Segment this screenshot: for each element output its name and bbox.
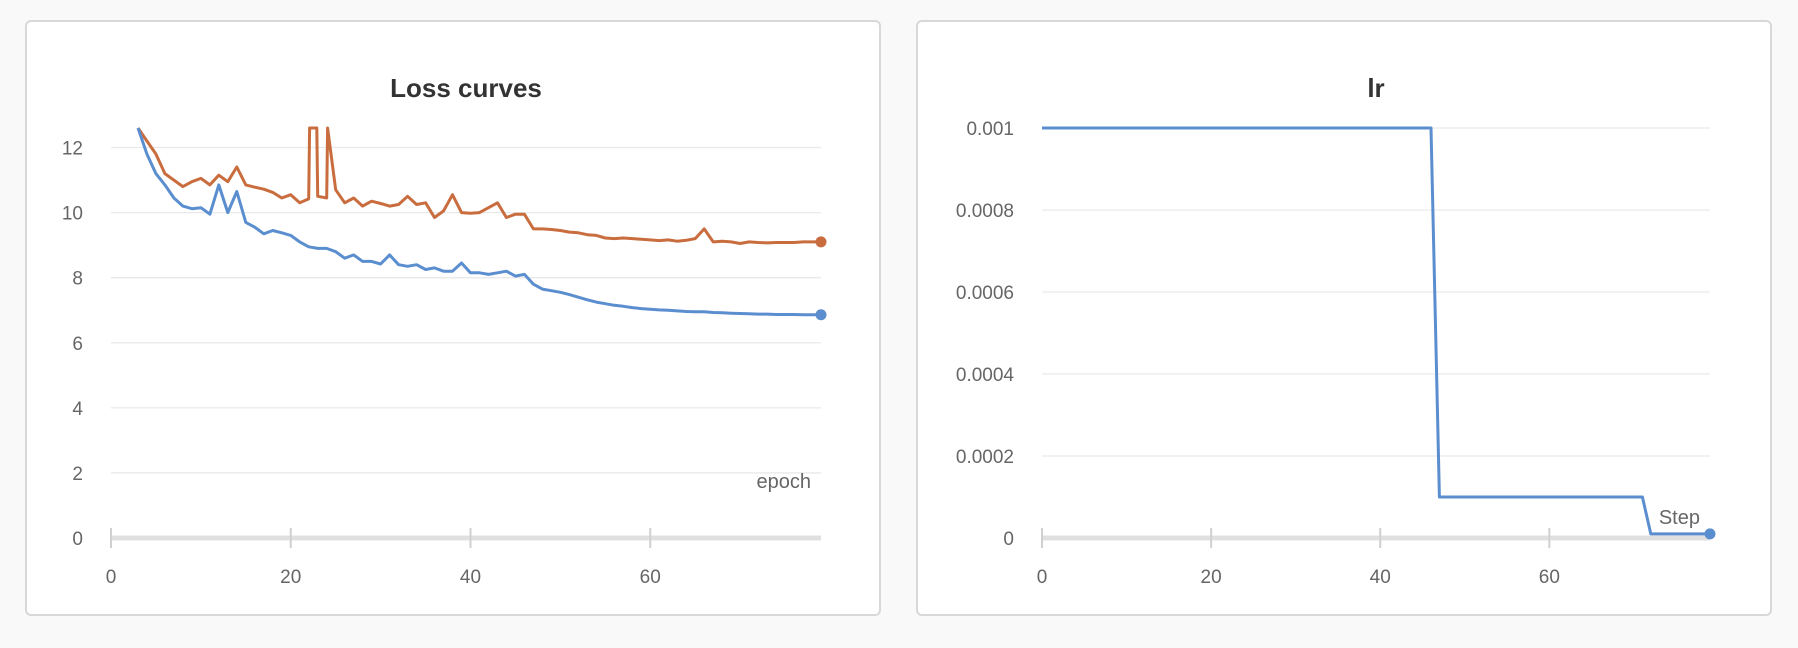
series-line-1: [136, 126, 821, 245]
x-tick-label: 40: [460, 567, 481, 588]
x-tick-label: 0: [1037, 567, 1048, 588]
series-end-point-1: [1704, 528, 1716, 540]
loss-curves-chart: Loss curves 0 2 4 6 8 10 12 0 20 40 60 epoch: [62, 73, 827, 588]
y-tick-label: 0.0002: [956, 447, 1014, 468]
y-tick-label: 0.0008: [956, 201, 1014, 222]
lr-chart: lr 0 0.0002 0.0004 0.0006 0.0008 0.001 0 20 40 60 S…: [956, 73, 1716, 588]
x-axis-label: epoch: [757, 471, 812, 493]
y-tick-label: 10: [62, 204, 83, 225]
x-axis-label: Step: [1659, 507, 1700, 529]
series-line-2: [136, 127, 821, 317]
y-tick-label: 0: [1003, 529, 1014, 550]
chart-title: lr: [1367, 73, 1384, 103]
x-tick-label: 60: [1539, 567, 1560, 588]
y-tick-label: 6: [72, 334, 83, 355]
series-end-point-2: [815, 309, 827, 321]
series-end-point-1: [815, 236, 827, 248]
x-tick-label: 0: [106, 567, 117, 588]
lr-panel: lr 0 0.0002 0.0004 0.0006 0.0008 0.001 0 20 40 60 S…: [916, 20, 1772, 616]
y-tick-label: 2: [72, 464, 83, 485]
loss-curves-panel: Loss curves 0 2 4 6 8 10 12 0 20 40 60 epoch: [25, 20, 881, 616]
y-tick-label: 0.001: [966, 119, 1014, 140]
y-tick-label: 8: [72, 269, 83, 290]
x-tick-label: 20: [280, 567, 301, 588]
x-tick-label: 20: [1201, 567, 1222, 588]
y-tick-label: 4: [72, 399, 83, 420]
y-tick-label: 0.0006: [956, 283, 1014, 304]
series-line-1: [1042, 126, 1710, 536]
x-tick-label: 60: [640, 567, 661, 588]
x-tick-label: 40: [1370, 567, 1391, 588]
y-tick-label: 0.0004: [956, 365, 1015, 386]
y-tick-label: 12: [62, 139, 83, 160]
chart-title: Loss curves: [390, 73, 542, 103]
y-tick-label: 0: [72, 529, 83, 550]
